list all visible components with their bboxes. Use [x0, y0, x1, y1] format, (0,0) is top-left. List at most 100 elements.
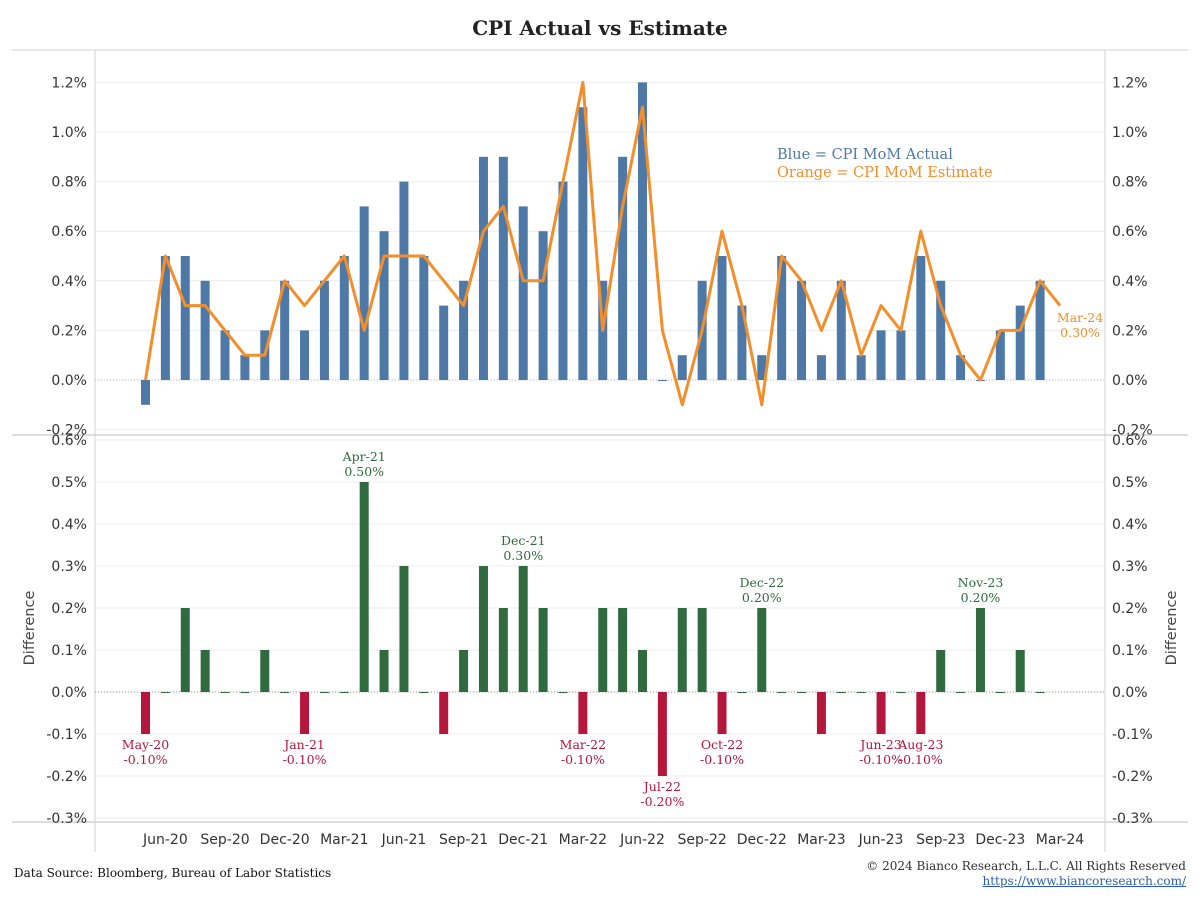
footer-right: © 2024 Bianco Research, L.L.C. All Right…	[866, 859, 1186, 889]
bottom-y-tick-label-right: 0.4%	[1112, 517, 1148, 533]
x-tick-label: Dec-23	[975, 832, 1025, 848]
annotation-label: Dec-21	[501, 533, 546, 548]
top-y-tick-label-right: 1.0%	[1112, 125, 1148, 141]
bottom-y-tick-label-left: 0.1%	[51, 643, 87, 659]
bottom-y-tick-label-left: -0.1%	[46, 727, 87, 743]
actual-bar	[240, 355, 250, 380]
annotation-value: -0.10%	[124, 752, 168, 767]
actual-bar	[220, 330, 230, 380]
actual-bar	[896, 330, 906, 380]
difference-bar	[319, 692, 329, 693]
actual-bar	[538, 231, 548, 380]
x-tick-label: Jun-23	[858, 832, 904, 848]
top-y-tick-label-left: 0.2%	[51, 323, 87, 339]
difference-bar	[379, 650, 389, 692]
actual-bar	[379, 231, 389, 380]
difference-bar	[657, 692, 667, 776]
annotation-label: Dec-22	[739, 575, 784, 590]
actual-bar	[777, 256, 787, 380]
copyright: © 2024 Bianco Research, L.L.C. All Right…	[866, 859, 1186, 873]
bottom-y-tick-label-left: -0.3%	[46, 811, 87, 827]
actual-bar	[399, 181, 409, 380]
actual-bar	[717, 256, 727, 380]
bottom-y-tick-label-right: 0.6%	[1112, 433, 1148, 449]
top-y-tick-label-right: 1.2%	[1112, 75, 1148, 91]
difference-bar	[975, 608, 985, 692]
top-y-tick-label-left: 0.0%	[51, 373, 87, 389]
difference-bar	[1015, 650, 1025, 692]
actual-bar	[677, 355, 687, 380]
annotation-label: Nov-23	[958, 575, 1004, 590]
difference-bar	[518, 566, 528, 692]
bottom-y-tick-label-right: 0.5%	[1112, 475, 1148, 491]
difference-bar	[995, 692, 1005, 693]
actual-bar	[916, 256, 926, 380]
bottom-y-tick-label-left: 0.5%	[51, 475, 87, 491]
bottom-ylabel-right: Difference	[1164, 591, 1180, 666]
x-tick-label: Dec-22	[737, 832, 787, 848]
website-link[interactable]: https://www.biancoresearch.com/	[982, 874, 1186, 888]
annotation-label: May-20	[122, 737, 169, 752]
actual-bar	[478, 156, 488, 380]
difference-bar	[618, 608, 628, 692]
x-tick-label: Sep-23	[916, 832, 965, 848]
actual-bar	[836, 280, 846, 380]
x-tick-label: Jun-20	[142, 832, 188, 848]
annotation-label: Aug-23	[897, 737, 943, 752]
top-y-tick-label-left: 0.4%	[51, 274, 87, 290]
actual-bar	[737, 305, 747, 380]
actual-bar	[816, 355, 826, 380]
difference-bar	[697, 608, 707, 692]
actual-bar	[498, 156, 508, 380]
difference-bar	[200, 650, 210, 692]
difference-bar	[916, 692, 926, 734]
x-tick-label: Dec-21	[498, 832, 548, 848]
difference-bar	[578, 692, 588, 734]
actual-bar	[578, 107, 588, 380]
x-tick-label: Mar-21	[320, 832, 368, 848]
x-tick-label: Mar-23	[797, 832, 845, 848]
bottom-y-tick-label-right: 0.2%	[1112, 601, 1148, 617]
actual-bar	[876, 330, 886, 380]
x-tick-label: Mar-22	[559, 832, 607, 848]
actual-bar	[141, 380, 150, 405]
annotation-value: 0.20%	[961, 590, 1001, 605]
actual-bar	[757, 355, 767, 380]
x-tick-label: Jun-22	[619, 832, 665, 848]
bottom-y-tick-label-left: 0.2%	[51, 601, 87, 617]
difference-bar	[677, 608, 687, 692]
difference-bar	[777, 692, 787, 693]
actual-bar	[618, 156, 628, 380]
difference-bar	[300, 692, 310, 734]
data-source: Data Source: Bloomberg, Bureau of Labor …	[14, 866, 332, 880]
bottom-y-tick-label-left: 0.0%	[51, 685, 87, 701]
x-tick-label: Dec-20	[260, 832, 310, 848]
top-y-tick-label-right: 0.6%	[1112, 224, 1148, 240]
actual-bar	[1015, 305, 1025, 380]
difference-bar	[141, 692, 150, 734]
annotation-mar24-value: 0.30%	[1060, 325, 1100, 340]
annotation-value: 0.30%	[503, 548, 543, 563]
annotation-value: -0.10%	[283, 752, 327, 767]
top-y-tick-label-right: 0.8%	[1112, 175, 1148, 191]
bottom-y-tick-label-left: 0.4%	[51, 517, 87, 533]
difference-bar	[956, 692, 966, 693]
actual-bar	[339, 256, 349, 380]
x-tick-label: Sep-22	[678, 832, 727, 848]
top-y-tick-label-right: -0.2%	[1112, 423, 1153, 439]
bottom-y-tick-label-left: -0.2%	[46, 769, 87, 785]
difference-bar	[598, 608, 608, 692]
difference-bar	[836, 692, 846, 693]
actual-bar	[439, 305, 449, 380]
actual-bar	[359, 206, 369, 380]
annotation-value: 0.20%	[742, 590, 782, 605]
difference-bar	[339, 692, 349, 693]
difference-bar	[498, 608, 508, 692]
difference-bar	[399, 566, 409, 692]
actual-bar	[995, 330, 1005, 380]
bottom-y-tick-label-left: 0.3%	[51, 559, 87, 575]
difference-bar	[538, 608, 548, 692]
actual-bar	[180, 256, 190, 380]
chart-title: CPI Actual vs Estimate	[472, 16, 728, 40]
bottom-y-tick-label-right: -0.3%	[1112, 811, 1153, 827]
